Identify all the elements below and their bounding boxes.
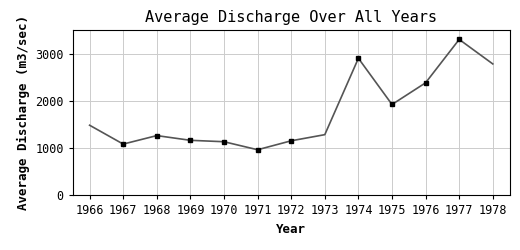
Y-axis label: Average Discharge (m3/sec): Average Discharge (m3/sec)	[17, 15, 30, 210]
Title: Average Discharge Over All Years: Average Discharge Over All Years	[145, 10, 437, 25]
X-axis label: Year: Year	[276, 222, 306, 235]
